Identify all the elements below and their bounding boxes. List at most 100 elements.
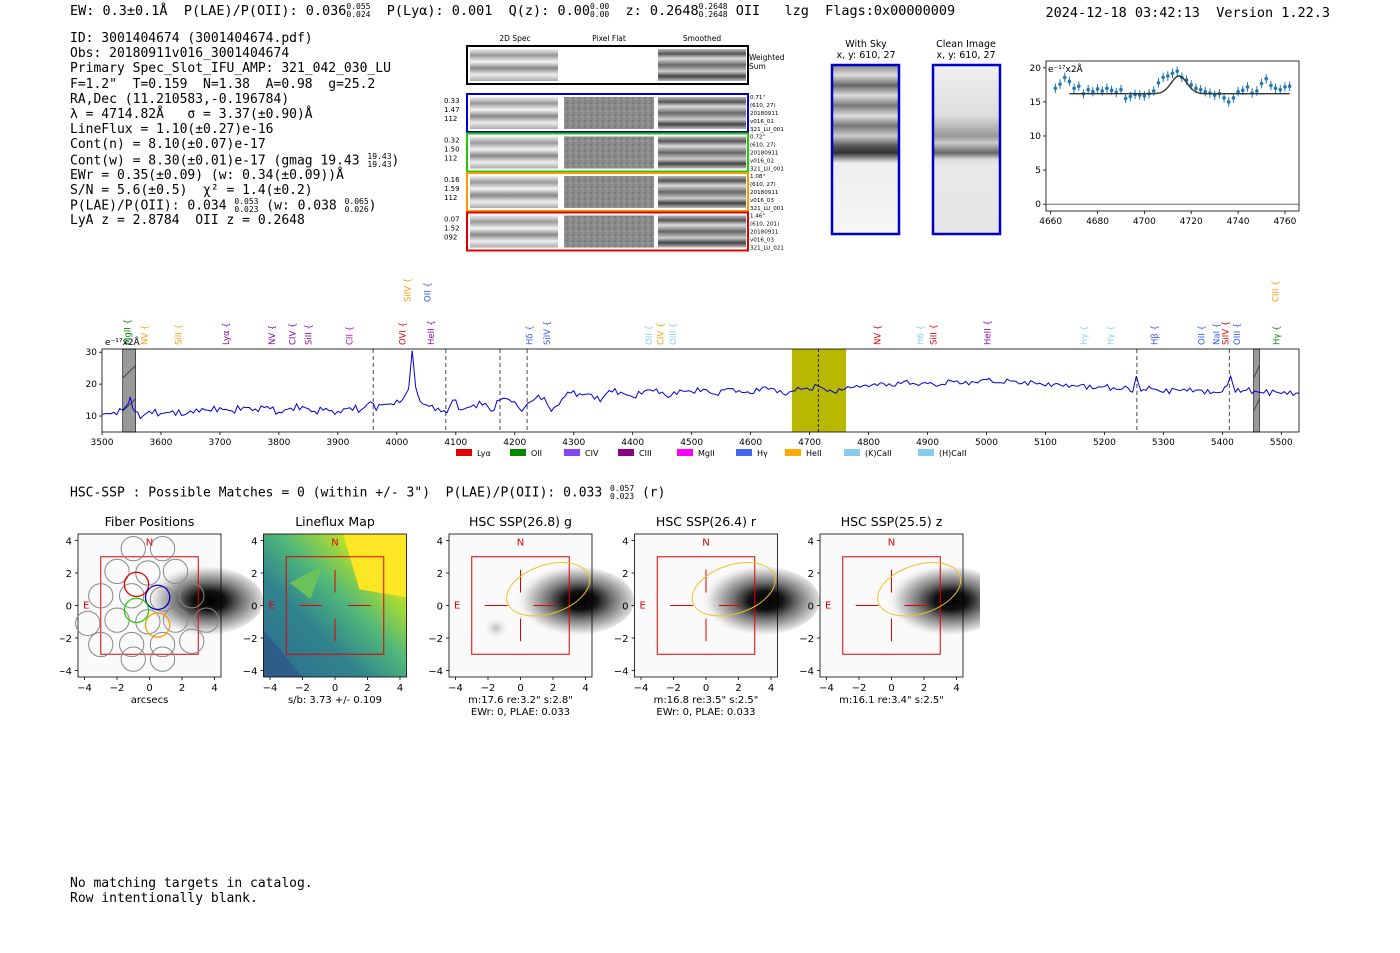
aperture-box [285,556,385,655]
hsc-summary-text: HSC-SSP : Possible Matches = 0 (within +… [70,485,603,501]
cutout-smoothed [658,215,746,248]
panel-x-tick-label: −4 [77,683,92,694]
info-contw-lo: 19.43 [367,159,392,169]
line-fit-y-tick-label: 0 [1035,200,1041,210]
cutout-2d-spec [470,97,558,129]
spectrum-x-tick-label: 5000 [975,438,998,448]
spectrum-legend-swatch [918,449,934,456]
weighted-sum-smoothed [658,49,746,81]
fiber-circle-selected [123,571,150,598]
line-fit-curve [1069,75,1290,95]
panel-y-tick-label: 4 [251,537,257,548]
cutout-right-value: 20180911 [750,111,779,117]
panel-y-tick-label: −2 [799,634,814,645]
spectrum-x-tick-label: 4100 [444,438,467,448]
line-fit-chart: e⁻¹⁷x2Å 4660 4680 4700 4720 4740 4760 0 5 10 15 20 [1030,60,1300,227]
panel-group: Fiber Positions N E −4 −4 −2 −2 0 0 2 2 4 4 arcsecs Li… [60,514,980,718]
header-z-hi: 0.2648 [698,2,728,11]
spectrum-masked-band [1253,348,1260,433]
panel-y-tick-label: 2 [622,569,628,580]
panel-x-tick-label: −2 [295,683,310,694]
spectrum-line-label: SiII { [929,324,939,345]
spectrum-line-label: OII { [1198,325,1208,345]
north-marker: N [331,537,338,548]
fiber-circle [88,583,114,609]
lineflux-map-low [263,629,303,677]
spectrum-line-label: NV { [140,325,150,345]
imaging-panels: Fiber Positions N E −4 −4 −2 −2 0 0 2 2 4 4 arcsecs Li… [60,514,980,718]
panel-y-tick-label: 4 [808,537,814,548]
spectrum-x-tick-label: 4600 [739,438,762,448]
fiber-circle [88,631,114,658]
cutout-right-value: 321_LU_001 [750,167,784,173]
line-fit-x-tick-label: 4700 [1133,217,1156,227]
weighted-sum-2d [470,49,558,81]
north-marker: N [702,537,709,548]
catalog-note-line: Row intentionally blank. [70,891,258,906]
header-qz: Q(z): 0.00 [508,3,590,19]
cutout-left-value: 1.52 [444,225,460,233]
north-marker: N [146,537,153,548]
spectrum-x-tick-label: 4300 [562,438,585,448]
spectrum-legend-label: MgII [698,449,715,458]
fiber-circle-selected [144,584,171,611]
spectrum-legend-label: CIII [639,449,652,458]
cutout-right-value: 20180911 [750,151,779,157]
cutout-left-value: 1.59 [444,185,460,193]
spectrum-x-tick-label: 5200 [1093,438,1116,448]
panel-caption: EWr: 0, PLAE: 0.033 [656,707,755,718]
spectrum-line-label: HeII { [427,320,437,345]
panel-x-tick-label: 4 [582,683,588,694]
spectrum-legend-swatch [564,449,580,456]
panel-x-tick-label: −2 [481,683,496,694]
clean-image-coord: x, y: 610, 27 [936,50,995,61]
spectrum-masked-band [122,348,137,433]
panel-x-tick-label: 2 [921,683,927,694]
spectrum-line-label: SiII { [175,324,185,345]
spectrum-x-tick-label: 4900 [916,438,939,448]
east-marker: E [268,601,274,612]
cutout-2d-spec [470,176,558,208]
line-fit-point [1076,84,1081,89]
line-fit-point [1091,89,1095,94]
panel-caption: s/b: 3.73 +/- 0.109 [288,695,382,706]
panel-x-tick-label: 0 [703,683,709,694]
panel-x-tick-label: −2 [852,683,867,694]
line-fit-point [1156,81,1161,85]
header-datetime: 2024-12-18 03:42:13 [1045,5,1200,21]
with-sky-image [830,63,901,236]
line-fit-x-tick-label: 4680 [1086,217,1109,227]
line-fit-point [1072,86,1076,91]
line-fit-point [1198,87,1203,92]
spectrum-line-label: SiIV { [1221,321,1231,345]
info-plae-w-lo: 0.026 [344,205,369,215]
spectrum-y-tick-label: 20 [86,380,98,390]
spectrum-line-label: OII { [645,325,655,345]
panel-caption: m:16.1 re:3.4" s:2.5" [839,695,944,706]
spectrum-legend-label: Lyα [477,449,491,458]
fiber-circle [118,631,145,658]
cutout-left-value: 0.16 [444,176,460,184]
panel-y-tick-label: 4 [622,537,628,548]
spectrum-line-label: H6 { [916,325,926,345]
detection-info: ID: 3001404674 (3001404674.pdf) Obs: 201… [70,31,399,228]
panel-y-tick-label: −2 [614,634,629,645]
spectrum-line-label: OIII { [669,323,679,345]
panel-y-tick-label: 2 [66,569,72,580]
line-fit-y-tick-label: 20 [1030,64,1042,74]
cutout-right-value: 1.46" [750,214,765,220]
line-fit-point [1128,94,1133,99]
spectrum-x-tick-label: 5500 [1270,438,1293,448]
spectrum-line-label: NaI { [1212,323,1222,345]
line-fit-point [1255,89,1259,93]
catalog-note-line: No matching targets in catalog. [70,876,313,891]
info-id: ID: 3001404674 (3001404674.pdf) [70,31,313,46]
line-fit-y-tick-label: 5 [1035,166,1041,176]
line-fit-point [1086,87,1090,92]
panel-caption: m:16.8 re:3.5" s:2.5" [654,695,759,706]
spectrum-line-label: SiIV { [403,278,413,302]
aperture-box [842,556,941,655]
aperture-box [471,556,570,655]
header-z: z: 0.2648 [625,3,699,19]
line-fit-point [1222,96,1226,100]
